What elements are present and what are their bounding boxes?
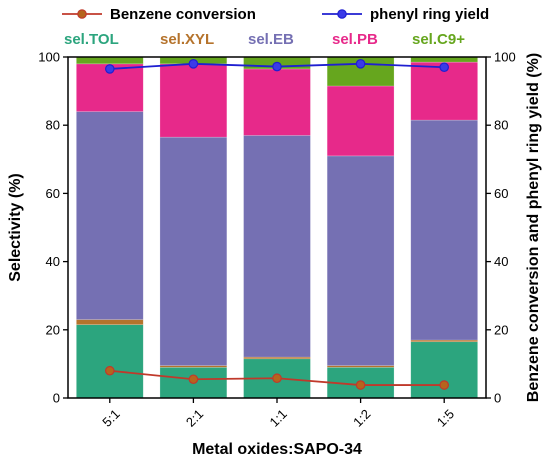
point-phenyl-ring-yield-4 (439, 62, 449, 73)
bar-segment-sel-pb-2 (243, 68, 311, 136)
bar-segment-sel-eb-0 (76, 111, 144, 320)
bar-segment-sel-eb-2 (243, 135, 311, 358)
x-axis-title: Metal oxides:SAPO-34 (192, 441, 362, 458)
lines-layer (105, 59, 449, 390)
bar-segment-sel-xyl-0 (76, 319, 144, 325)
bar-segment-sel-xyl-1 (159, 365, 228, 368)
y-tick-label-20: 20 (46, 322, 60, 337)
y-tick-label-0: 0 (53, 391, 60, 406)
y2-tick-label-0: 0 (494, 391, 501, 406)
bar-segment-sel-c9--4 (410, 56, 478, 63)
y-tick-label-60: 60 (46, 186, 60, 201)
legend-marker-benzene-conversion (77, 9, 87, 19)
bar-segment-sel-pb-3 (326, 85, 395, 157)
bar-segment-sel-c9--0 (76, 56, 144, 65)
legend-label-phenyl-ring-yield: phenyl ring yield (370, 6, 489, 23)
bar-segment-sel-xyl-3 (326, 365, 395, 368)
bar-segment-sel-tol-0 (76, 324, 144, 399)
point-benzene-conversion-3 (355, 380, 366, 390)
bar-segment-sel-pb-1 (159, 63, 228, 138)
legend-label-sel-xyl: sel.XYL (160, 31, 214, 48)
y2-tick-label-60: 60 (494, 186, 508, 201)
point-benzene-conversion-2 (272, 373, 282, 384)
y2-tick-label-80: 80 (494, 118, 508, 133)
x-tick-label-2: 1:1 (267, 406, 290, 429)
point-benzene-conversion-4 (439, 380, 449, 390)
point-phenyl-ring-yield-3 (355, 59, 366, 69)
x-tick-label-4: 1:5 (434, 406, 457, 429)
legend-label-sel-pb: sel.PB (332, 31, 378, 48)
y2-tick-label-100: 100 (494, 50, 516, 65)
bar-segment-sel-eb-1 (159, 136, 228, 366)
legend-label-benzene-conversion: Benzene conversion (110, 6, 256, 23)
x-tick-label-1: 2:1 (183, 406, 206, 429)
y2-axis-title: Benzene conversion and phenyl ring yield… (525, 53, 542, 402)
y2-tick-label-40: 40 (494, 254, 508, 269)
legend-label-sel-eb: sel.EB (248, 31, 294, 48)
y-axis-title: Selectivity (%) (7, 173, 24, 281)
bar-segment-sel-eb-3 (326, 155, 395, 366)
point-benzene-conversion-1 (188, 374, 199, 385)
point-phenyl-ring-yield-1 (188, 59, 199, 69)
y-tick-label-80: 80 (46, 118, 60, 133)
legend-label-sel-tol: sel.TOL (64, 31, 119, 48)
legend: Benzene conversion phenyl ring yield sel.T… (62, 6, 489, 48)
x-tick-label-0: 5:1 (99, 406, 122, 429)
point-phenyl-ring-yield-0 (105, 64, 115, 74)
bars-layer (76, 56, 478, 399)
y2-tick-label-20: 20 (494, 322, 508, 337)
legend-marker-phenyl-ring-yield (337, 9, 347, 19)
point-phenyl-ring-yield-2 (272, 61, 282, 72)
bar-segment-sel-eb-4 (410, 119, 478, 341)
y-tick-label-40: 40 (46, 254, 60, 269)
legend-label-sel-c9-: sel.C9+ (412, 31, 465, 48)
point-benzene-conversion-0 (105, 365, 115, 376)
y-tick-label-100: 100 (38, 50, 60, 65)
x-tick-label-3: 1:2 (350, 406, 373, 429)
